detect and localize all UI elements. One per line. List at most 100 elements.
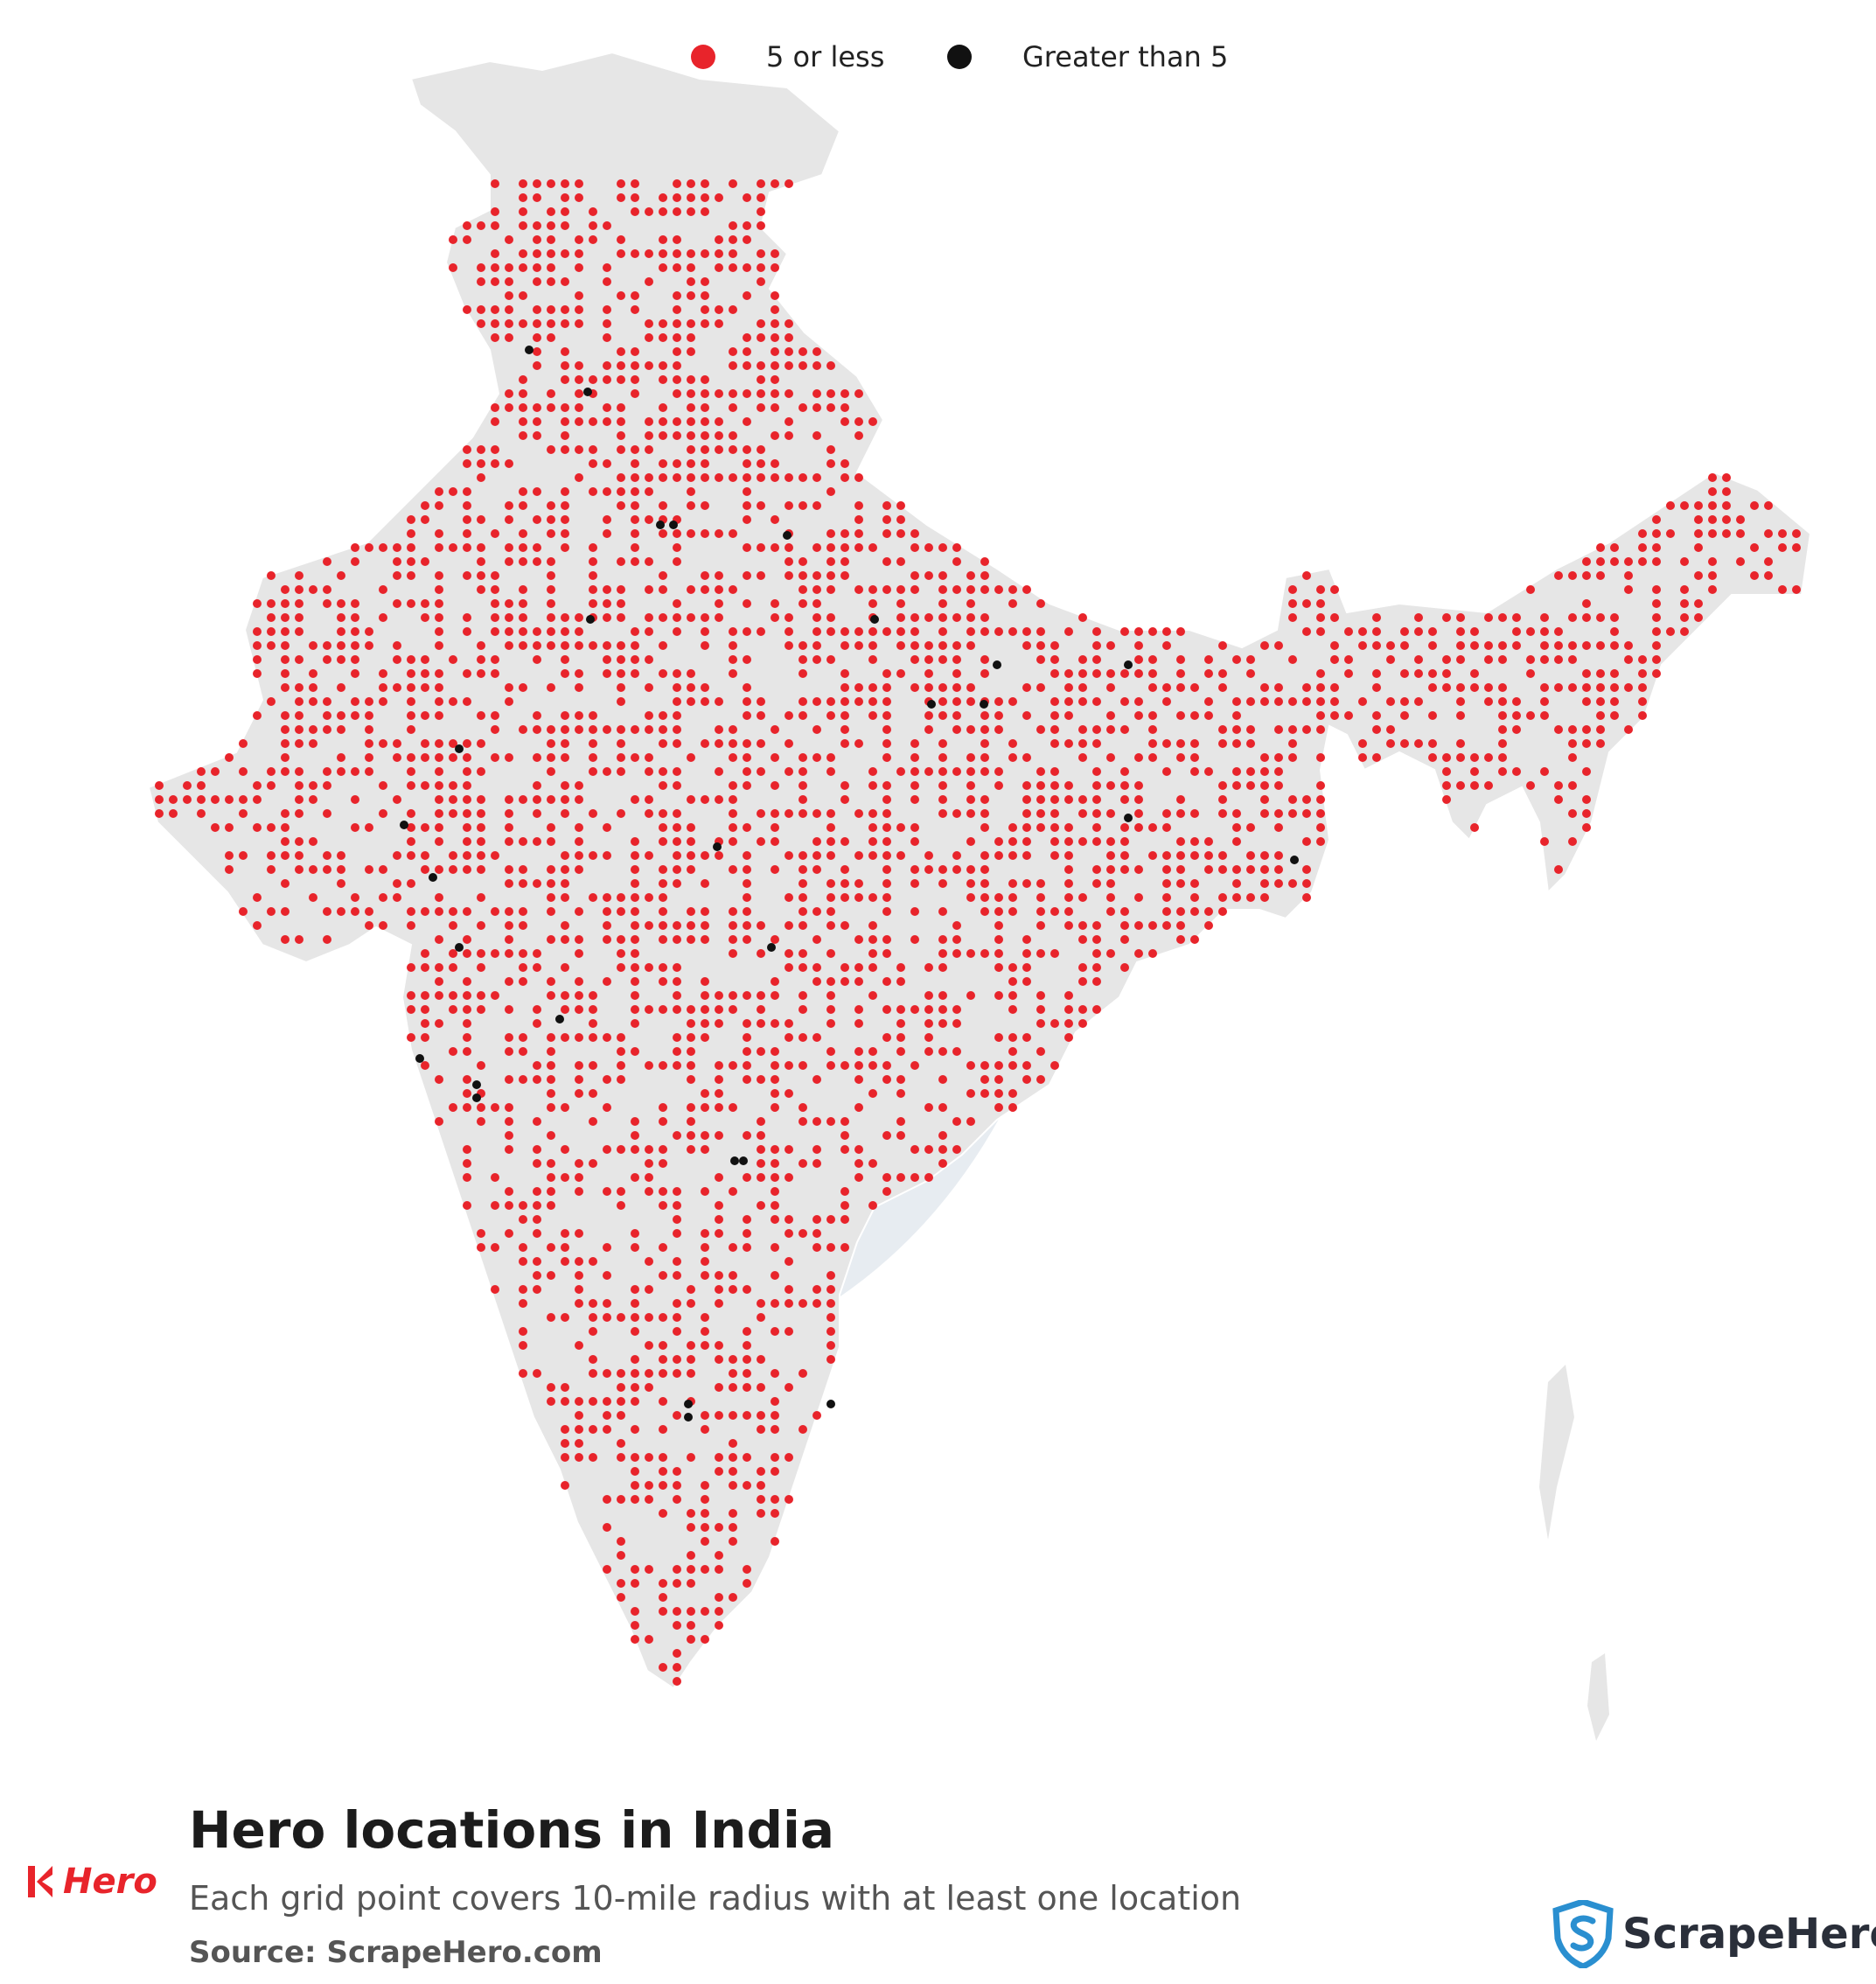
- location-dot: [561, 963, 569, 972]
- location-dot: [812, 1215, 821, 1224]
- location-dot: [924, 683, 933, 692]
- location-dot: [491, 571, 499, 580]
- location-dot: [701, 921, 709, 930]
- location-dot: [1400, 739, 1409, 748]
- location-dot: [435, 529, 443, 538]
- location-dot: [547, 333, 555, 342]
- location-dot: [1568, 837, 1577, 846]
- location-dot: [673, 669, 681, 678]
- location-dot: [1232, 655, 1241, 664]
- location-dot: [533, 305, 541, 314]
- location-dot: [882, 753, 891, 762]
- location-dot: [896, 1117, 905, 1126]
- location-dot: [169, 809, 178, 818]
- location-dot: [1708, 571, 1717, 580]
- location-dot: [561, 935, 569, 944]
- location-dot: [1162, 767, 1171, 776]
- location-dot: [1638, 683, 1647, 692]
- location-dot: [435, 1075, 443, 1084]
- location-dot: [1190, 893, 1199, 902]
- location-dot: [1666, 529, 1675, 538]
- location-dot: [589, 809, 597, 818]
- location-dot: [757, 1047, 765, 1056]
- location-dot: [421, 907, 429, 916]
- location-dot: [351, 823, 359, 832]
- location-dot: [449, 921, 457, 930]
- location-dot: [477, 1103, 485, 1112]
- location-dot: [239, 907, 248, 916]
- location-dot: [868, 935, 877, 944]
- location-dot: [743, 193, 751, 202]
- location-dot-high: [1290, 856, 1299, 864]
- location-dot: [1036, 641, 1045, 650]
- location-dot: [365, 865, 373, 874]
- location-dot: [519, 963, 527, 972]
- location-dot: [589, 1257, 597, 1266]
- location-dot: [295, 697, 303, 706]
- location-dot: [477, 263, 485, 272]
- location-dot: [575, 291, 583, 300]
- location-dot: [267, 767, 275, 776]
- location-dot: [407, 837, 415, 846]
- location-dot: [533, 1285, 541, 1294]
- location-dot: [826, 1019, 835, 1028]
- location-dot: [673, 1565, 681, 1574]
- location-dot: [631, 501, 639, 510]
- location-dot: [1624, 571, 1633, 580]
- location-dot: [561, 879, 569, 888]
- location-dot: [868, 683, 877, 692]
- location-dot: [603, 767, 611, 776]
- location-dot: [1092, 641, 1101, 650]
- location-dot: [771, 473, 779, 482]
- location-dot: [603, 893, 611, 902]
- location-dot: [407, 599, 415, 608]
- location-dot: [715, 417, 723, 426]
- location-dot: [631, 1313, 639, 1322]
- location-dot: [379, 585, 387, 594]
- location-dot: [491, 1103, 499, 1112]
- location-dot: [659, 473, 667, 482]
- location-dot: [1092, 977, 1101, 986]
- location-dot: [547, 823, 555, 832]
- location-dot: [603, 305, 611, 314]
- location-dot: [631, 725, 639, 734]
- location-dot: [1638, 543, 1647, 552]
- location-dot: [645, 333, 653, 342]
- location-dot: [463, 1103, 471, 1112]
- location-dot: [519, 487, 527, 496]
- location-dot: [1456, 613, 1465, 622]
- location-dot: [1540, 767, 1549, 776]
- location-dot: [351, 907, 359, 916]
- location-dot: [617, 1145, 625, 1154]
- location-dot: [1442, 669, 1451, 678]
- location-dot: [757, 991, 765, 1000]
- location-dot: [799, 1117, 807, 1126]
- location-dot: [757, 837, 765, 846]
- location-dot: [435, 739, 443, 748]
- location-dot: [1162, 851, 1171, 860]
- location-dot: [1218, 865, 1227, 874]
- location-dot: [771, 1215, 779, 1224]
- location-dot: [980, 865, 989, 874]
- location-dot: [812, 543, 821, 552]
- location-dot: [1092, 935, 1101, 944]
- location-dot: [491, 179, 499, 188]
- location-dot: [1568, 725, 1577, 734]
- location-dot: [631, 1453, 639, 1462]
- location-dot: [1582, 557, 1591, 566]
- location-dot: [938, 599, 947, 608]
- location-dot: [491, 277, 499, 286]
- location-dot: [729, 1593, 737, 1602]
- location-dot: [561, 795, 569, 804]
- location-dot: [771, 1509, 779, 1518]
- location-dot: [854, 851, 863, 860]
- location-dot: [966, 1117, 975, 1126]
- location-dot: [589, 739, 597, 748]
- location-dot: [659, 249, 667, 258]
- location-dot: [812, 1033, 821, 1042]
- location-dot: [1064, 921, 1073, 930]
- location-dot: [701, 193, 709, 202]
- location-dot: [491, 599, 499, 608]
- location-dot: [463, 949, 471, 958]
- location-dot: [449, 739, 457, 748]
